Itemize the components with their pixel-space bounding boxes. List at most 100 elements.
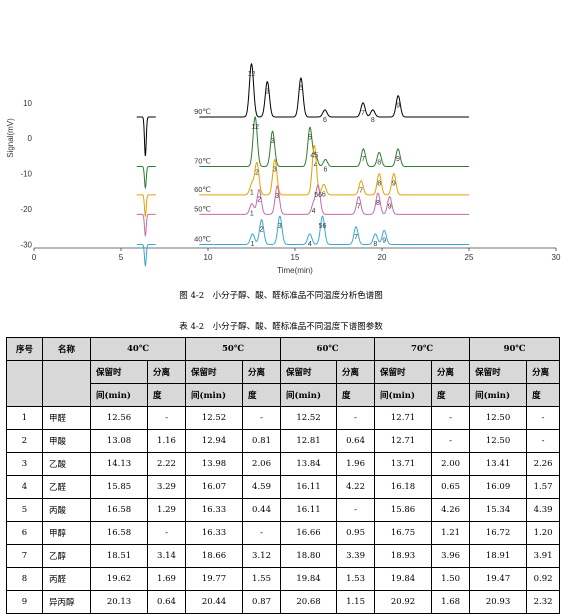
x-axis-label: Time(min) bbox=[277, 266, 313, 275]
peak-label: 6 bbox=[322, 191, 326, 198]
y-tick-label: -10 bbox=[20, 170, 32, 179]
peak-label: 4 bbox=[312, 208, 316, 215]
peak-label: 7 bbox=[357, 204, 361, 211]
subheader-resolution: 分离 bbox=[526, 360, 561, 384]
cell-compound-name: 丙醛 bbox=[42, 567, 91, 591]
subheader-retention-time-unit: 间(min) bbox=[374, 383, 433, 407]
cell-retention-time: 12.50 bbox=[469, 406, 528, 430]
cell-retention-time: 19.84 bbox=[280, 567, 338, 591]
cell-retention-time: 15.85 bbox=[90, 475, 148, 499]
cell-retention-time: 16.58 bbox=[90, 498, 148, 522]
peak-label: 8 bbox=[376, 200, 380, 207]
parameter-table: 序号 名称 40℃ 50℃ 60℃ 70℃ 90℃ 保留时 分离 保留时 分离 … bbox=[6, 337, 561, 614]
y-tick-label: 10 bbox=[23, 99, 32, 108]
cell-resolution: 2.32 bbox=[526, 590, 561, 614]
cell-resolution: 0.81 bbox=[242, 429, 282, 453]
cell-retention-time: 14.13 bbox=[90, 452, 148, 476]
peak-label: 8 bbox=[373, 241, 377, 248]
cell-retention-time: 18.80 bbox=[280, 544, 338, 568]
cell-no: 6 bbox=[6, 521, 43, 545]
cell-retention-time: 18.93 bbox=[374, 544, 433, 568]
cell-retention-time: 15.86 bbox=[374, 498, 433, 522]
cell-retention-time: 12.52 bbox=[185, 406, 244, 430]
peak-label: 1 bbox=[250, 190, 254, 197]
peak-label: 9 bbox=[388, 204, 392, 211]
peak-label: 9 bbox=[392, 181, 396, 188]
cell-retention-time: 19.77 bbox=[185, 567, 244, 591]
subheader-retention-time-unit: 间(min) bbox=[185, 383, 244, 407]
header-temp: 70℃ bbox=[374, 337, 471, 361]
peak-label: 6 bbox=[323, 117, 327, 124]
table-row: 9 异丙醇 20.13 0.64 20.44 0.87 20.68 1.15 20.92 1.68… bbox=[6, 590, 561, 614]
series-name-label: 50℃ bbox=[194, 204, 211, 213]
table-row: 3 乙酸 14.13 2.22 13.98 2.06 13.84 1.96 13.71 2.00 1… bbox=[6, 452, 561, 476]
cell-resolution: 2.26 bbox=[526, 452, 561, 476]
peak-label: 2 bbox=[255, 169, 259, 176]
cell-no: 3 bbox=[6, 452, 43, 476]
subheader-retention-time-unit: 间(min) bbox=[469, 383, 528, 407]
cell-resolution: 1.57 bbox=[526, 475, 561, 499]
y-tick-label: -30 bbox=[20, 240, 32, 249]
cell-retention-time: 19.47 bbox=[469, 567, 528, 591]
x-tick-label: 25 bbox=[465, 253, 474, 262]
cell-resolution: 1.55 bbox=[242, 567, 282, 591]
peak-label: 45 bbox=[310, 152, 318, 159]
peak-label: 4 bbox=[308, 241, 312, 248]
cell-resolution: 4.26 bbox=[431, 498, 471, 522]
peak-label: 7 bbox=[361, 156, 365, 163]
cell-resolution: 3.29 bbox=[146, 475, 187, 499]
cell-no: 8 bbox=[6, 567, 43, 591]
cell-resolution: 0.65 bbox=[431, 475, 471, 499]
subheader-retention-time: 保留时 bbox=[469, 360, 528, 384]
solvent-dip bbox=[136, 194, 156, 218]
cell-resolution: - bbox=[242, 406, 282, 430]
cell-resolution: - bbox=[336, 498, 376, 522]
figure-caption: 图 4-2 小分子醇、酸、醛标准品不同温度分析色谱图 bbox=[179, 291, 383, 301]
cell-retention-time: 13.98 bbox=[185, 452, 244, 476]
subheader-retention-time-unit: 间(min) bbox=[280, 383, 338, 407]
subheader-resolution: 分离 bbox=[431, 360, 471, 384]
cell-retention-time: 20.44 bbox=[185, 590, 244, 614]
peak-label: 8 bbox=[371, 117, 375, 124]
cell-compound-name: 甲酸 bbox=[42, 429, 91, 453]
cell-retention-time: 16.18 bbox=[374, 475, 433, 499]
cell-resolution: 1.96 bbox=[336, 452, 376, 476]
cell-resolution: 2.06 bbox=[242, 452, 282, 476]
header-name: 名称 bbox=[42, 337, 91, 361]
cell-compound-name: 乙酸 bbox=[42, 452, 91, 476]
cell-no: 1 bbox=[6, 406, 43, 430]
cell-resolution: - bbox=[242, 521, 282, 545]
header-temp: 40℃ bbox=[89, 337, 187, 361]
cell-retention-time: 16.11 bbox=[280, 475, 338, 499]
peak-label: 1 bbox=[250, 211, 254, 218]
cell-retention-time: 12.56 bbox=[90, 406, 148, 430]
cell-no: 5 bbox=[6, 498, 43, 522]
x-tick-label: 15 bbox=[291, 253, 300, 262]
x-tick-label: 0 bbox=[32, 253, 37, 262]
cell-retention-time: 12.71 bbox=[374, 406, 433, 430]
solvent-dip bbox=[136, 243, 156, 268]
subheader-retention-time: 保留时 bbox=[185, 360, 244, 384]
cell-resolution: - bbox=[431, 429, 471, 453]
x-tick-label: 5 bbox=[119, 253, 124, 262]
cell-resolution: 3.14 bbox=[146, 544, 187, 568]
cell-resolution: 3.39 bbox=[336, 544, 376, 568]
cell-no: 2 bbox=[6, 429, 43, 453]
header-blank bbox=[42, 360, 91, 407]
peak-label: 2 bbox=[260, 227, 264, 234]
cell-resolution: - bbox=[431, 406, 471, 430]
peak-label: 8 bbox=[377, 159, 381, 166]
peak-label: 8 bbox=[377, 181, 381, 188]
peak-label: 9 bbox=[396, 156, 400, 163]
cell-retention-time: 12.52 bbox=[280, 406, 338, 430]
peak-label: 5 bbox=[308, 134, 312, 141]
peak-label: 4 bbox=[314, 162, 318, 169]
table-row: 5 丙酸 16.58 1.29 16.33 0.44 16.11-15.86 4.26 15.3… bbox=[6, 498, 561, 522]
cell-resolution: 0.64 bbox=[146, 590, 187, 614]
cell-retention-time: 12.94 bbox=[185, 429, 244, 453]
peak-label: 9 bbox=[382, 237, 386, 244]
cell-retention-time: 13.41 bbox=[469, 452, 528, 476]
cell-retention-time: 18.91 bbox=[469, 544, 528, 568]
cell-retention-time: 19.84 bbox=[374, 567, 433, 591]
